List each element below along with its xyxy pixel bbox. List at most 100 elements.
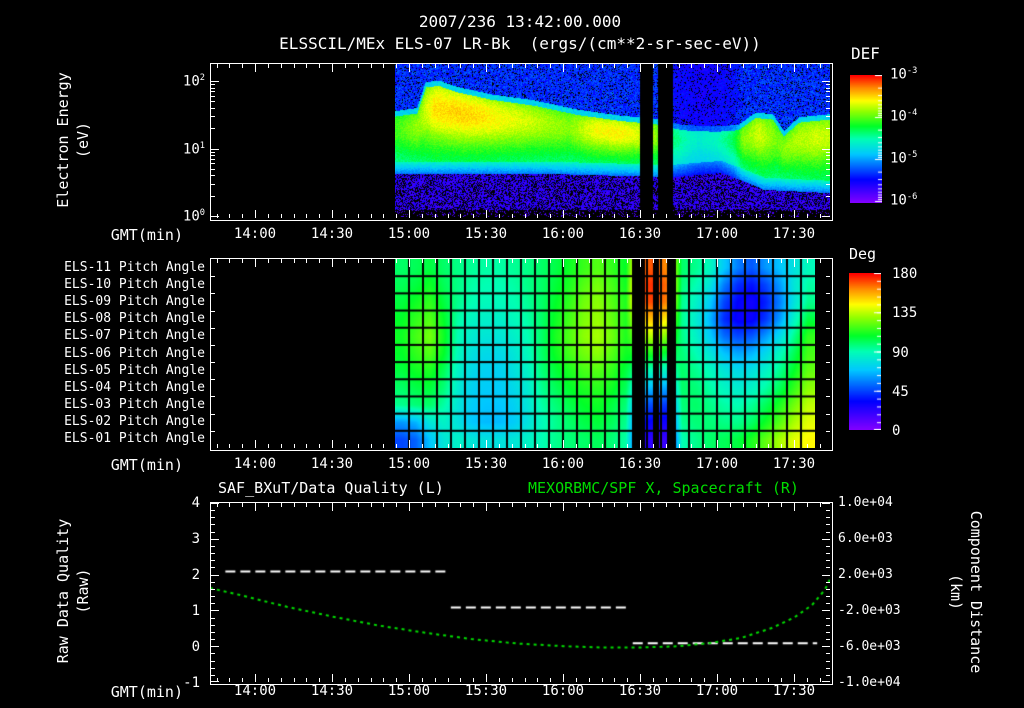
- axis-tick: [242, 503, 244, 507]
- axis-tick: [704, 503, 706, 507]
- axis-tick: [717, 259, 718, 267]
- axis-tick: [511, 503, 513, 507]
- axis-tick: [550, 503, 552, 507]
- axis-tick: [211, 107, 215, 109]
- axis-tick: [652, 259, 654, 263]
- axis-tick: [826, 639, 830, 641]
- axis-tick: [447, 214, 449, 218]
- distance-tick-label: 1.0e+04: [838, 495, 893, 510]
- pitch-angle-heatmap: [395, 259, 815, 448]
- axis-tick: [781, 214, 783, 218]
- axis-tick: [211, 101, 215, 103]
- axis-tick: [826, 116, 830, 118]
- axis-tick: [826, 183, 830, 185]
- def-tick-label: 10-3: [890, 66, 918, 83]
- axis-tick: [280, 214, 282, 218]
- axis-tick: [614, 259, 616, 263]
- axis-tick: [819, 503, 821, 507]
- axis-tick: [563, 503, 564, 511]
- axis-tick: [826, 517, 830, 519]
- axis-tick: [640, 64, 641, 72]
- axis-tick: [319, 259, 321, 263]
- axis-tick: [211, 531, 215, 533]
- axis-tick: [691, 214, 693, 218]
- axis-tick: [357, 214, 359, 218]
- axis-tick: [563, 674, 564, 682]
- axis-tick: [229, 678, 231, 682]
- axis-tick: [211, 87, 215, 89]
- axis-tick: [211, 574, 219, 576]
- axis-tick: [486, 503, 487, 511]
- quality-tick-label: 2: [191, 567, 200, 583]
- axis-tick: [781, 503, 783, 507]
- axis-tick: [370, 444, 372, 448]
- axis-tick: [319, 214, 321, 218]
- axis-tick: [691, 444, 693, 448]
- axis-tick: [665, 503, 667, 507]
- axis-tick: [819, 64, 821, 68]
- axis-tick: [293, 64, 295, 68]
- axis-tick: [370, 64, 372, 68]
- axis-tick: [627, 503, 629, 507]
- axis-tick: [729, 503, 731, 507]
- axis-tick: [211, 503, 219, 504]
- pitch-row-label: ELS-05 Pitch Angle: [64, 362, 205, 378]
- axis-tick: [826, 510, 830, 512]
- axis-tick: [383, 259, 385, 263]
- axis-tick: [211, 216, 219, 217]
- deg-tick-label: 45: [892, 383, 909, 400]
- axis-tick: [229, 444, 231, 448]
- axis-tick: [486, 674, 487, 682]
- axis-tick: [409, 210, 410, 218]
- line-plot-canvas: [211, 503, 830, 682]
- axis-tick: [691, 64, 693, 68]
- axis-tick: [826, 653, 830, 655]
- axis-tick: [211, 588, 215, 590]
- axis-tick: [563, 64, 564, 72]
- axis-tick: [486, 259, 487, 267]
- axis-tick: [755, 214, 757, 218]
- axis-tick: [344, 214, 346, 218]
- deg-colorbar-title: Deg: [849, 245, 877, 263]
- axis-tick: [742, 503, 744, 507]
- axis-tick: [211, 183, 215, 185]
- axis-tick: [511, 214, 513, 218]
- axis-tick: [742, 64, 744, 68]
- axis-tick: [755, 259, 757, 263]
- axis-tick: [794, 210, 795, 218]
- axis-tick: [717, 64, 718, 72]
- axis-tick: [211, 195, 215, 197]
- x-tick-label: 16:00: [541, 456, 585, 472]
- gmt-axis-label: GMT(min): [110, 456, 183, 474]
- axis-tick: [267, 214, 269, 218]
- axis-tick: [826, 107, 830, 109]
- x-tick-label: 15:00: [387, 683, 431, 699]
- axis-tick: [550, 259, 552, 263]
- axis-tick: [627, 64, 629, 68]
- axis-tick: [575, 64, 577, 68]
- def-tick-label: 10-4: [890, 108, 918, 125]
- axis-tick: [211, 560, 215, 562]
- quality-tick-label: 0: [191, 639, 200, 655]
- axis-tick: [421, 214, 423, 218]
- axis-tick: [524, 214, 526, 218]
- axis-tick: [447, 678, 449, 682]
- axis-tick: [755, 64, 757, 68]
- pitch-row-label: ELS-04 Pitch Angle: [64, 379, 205, 395]
- axis-tick: [421, 64, 423, 68]
- axis-tick: [717, 210, 718, 218]
- axis-tick: [614, 503, 616, 507]
- axis-tick: [280, 259, 282, 263]
- axis-tick: [826, 151, 830, 153]
- axis-tick: [498, 444, 500, 448]
- quality-tick-label: 3: [191, 531, 200, 547]
- x-tick-label: 17:00: [695, 456, 739, 472]
- x-tick-label: 16:30: [618, 683, 662, 699]
- x-tick-label: 15:00: [387, 456, 431, 472]
- x-tick-label: 17:30: [772, 683, 816, 699]
- axis-tick: [211, 653, 215, 655]
- axis-tick: [332, 674, 333, 682]
- axis-tick: [242, 678, 244, 682]
- axis-tick: [826, 84, 830, 86]
- axis-tick: [742, 678, 744, 682]
